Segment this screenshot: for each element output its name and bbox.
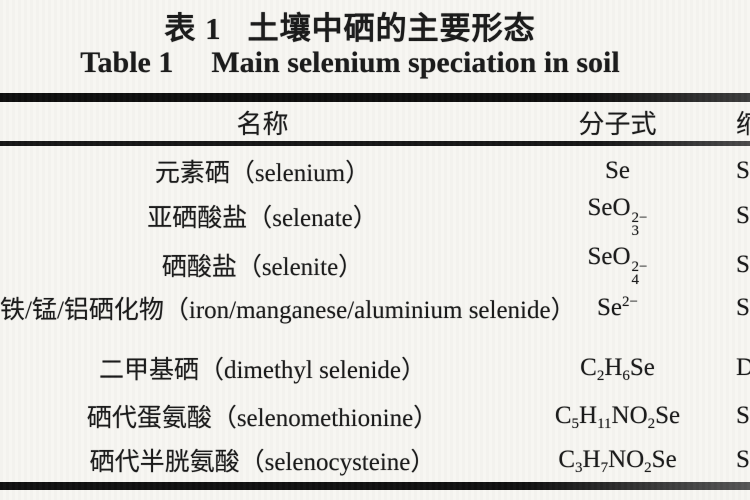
table-title-en: Main selenium speciation in soil	[211, 46, 620, 79]
abbr-cell-clipped: Se	[736, 157, 750, 184]
name-cell: 二甲基硒（dimethyl selenide）	[98, 357, 427, 384]
abbr-cell-clipped: DM	[736, 354, 750, 381]
column-header-formula: 分子式	[578, 109, 657, 139]
name-cell: 硒代蛋氨酸（selenomethionine）	[86, 405, 439, 432]
table-caption-zh: 表 1 土壤中硒的主要形态	[0, 3, 700, 48]
table-header-rule	[0, 141, 750, 146]
name-cell: 硒酸盐（selenite）	[161, 254, 364, 281]
table-bottom-rule	[0, 482, 750, 490]
table-caption-en: Table 1 Main selenium speciation in soil	[0, 46, 700, 80]
table-number-zh: 表 1	[164, 11, 222, 46]
name-cell: 铁/锰/铝硒化物（iron/manganese/aluminium seleni…	[0, 297, 576, 324]
column-header-abbr-clipped: 缩	[736, 109, 750, 139]
formula-cell: SeO 2− 3	[587, 194, 648, 239]
abbr-cell-clipped: Se	[736, 251, 750, 278]
name-cell: 亚硒酸盐（selenate）	[147, 205, 378, 232]
table-row: 硒代半胱氨酸（selenocysteine） C3H7NO2Se Se	[0, 440, 750, 480]
column-header-name: 名称	[236, 109, 289, 139]
table-number-en: Table 1	[80, 46, 174, 79]
abbr-cell-clipped: Se	[736, 202, 750, 229]
table-row: 硒代蛋氨酸（selenomethionine） C5H11NO2Se Se	[0, 396, 750, 436]
table-title-zh: 土壤中硒的主要形态	[247, 11, 536, 46]
formula-cell: C2H6Se	[580, 354, 655, 384]
table-header-row: 名称 分子式 缩	[0, 102, 750, 142]
abbr-cell-clipped: Se	[736, 402, 750, 429]
name-cell: 元素硒（selenium）	[154, 160, 371, 187]
formula-cell: Se2−	[597, 294, 638, 321]
formula-cell: SeO 2− 4	[587, 243, 648, 288]
table-row: 二甲基硒（dimethyl selenide） C2H6Se DM	[0, 348, 750, 388]
abbr-cell-clipped: Se	[736, 294, 750, 321]
table-top-rule	[0, 93, 750, 102]
formula-cell: Se	[605, 157, 630, 184]
table-row: 铁/锰/铝硒化物（iron/manganese/aluminium seleni…	[0, 288, 750, 328]
table-row: 元素硒（selenium） Se Se	[0, 151, 750, 191]
formula-cell: C3H7NO2Se	[558, 446, 677, 476]
formula-cell: C5H11NO2Se	[554, 402, 681, 432]
name-cell: 硒代半胱氨酸（selenocysteine）	[89, 449, 436, 476]
abbr-cell-clipped: Se	[736, 446, 750, 473]
